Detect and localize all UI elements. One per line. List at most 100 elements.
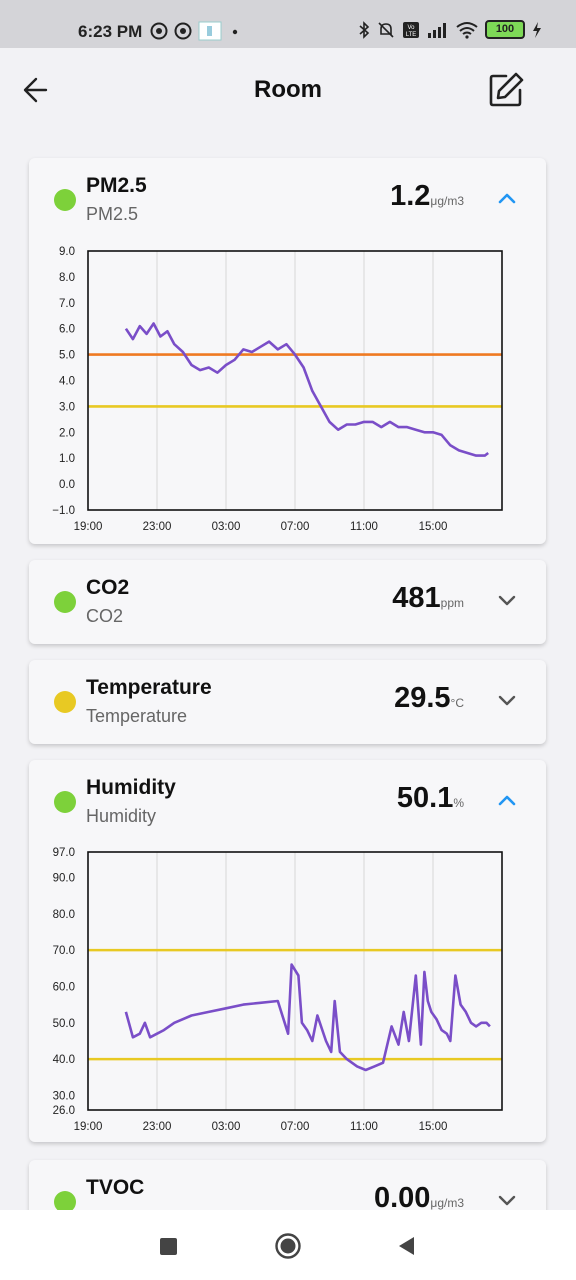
x-tick-label: 19:00 (74, 521, 103, 533)
x-tick-label: 23:00 (143, 521, 172, 533)
y-tick-label: 2.0 (59, 427, 75, 439)
y-tick-label: 50.0 (53, 1018, 75, 1030)
x-tick-label: 15:00 (419, 1121, 448, 1133)
notification-icon (150, 22, 168, 40)
y-tick-label: 0.0 (59, 479, 75, 491)
sensor-subtitle: Temperature (86, 706, 188, 726)
battery-icon: 100 (485, 20, 525, 39)
sensor-name: Humidity (86, 776, 176, 799)
sensor-value: 1.2μg/m3 (390, 180, 464, 213)
sensor-value-number: 481 (392, 582, 441, 614)
sensor-value-unit: °C (450, 696, 464, 710)
sensor-value-number: 1.2 (390, 180, 431, 212)
humidity-chart: 97.0 90.0 80.0 70.0 60.0 50.0 40.0 30.0 26.0 19:0… (53, 847, 503, 1133)
app-bar: Room (0, 48, 576, 132)
status-time: 6:23 PM (78, 22, 143, 41)
y-tick-label: 30.0 (53, 1090, 75, 1102)
x-tick-label: 19:00 (74, 1121, 103, 1133)
sensor-card-header[interactable]: PM2.5 PM2.5 1.2μg/m3 (29, 158, 546, 242)
y-tick-label: 70.0 (53, 945, 75, 957)
home-icon[interactable] (275, 1233, 301, 1259)
y-tick-label: 4.0 (59, 376, 75, 388)
sensor-subtitle: CO2 (86, 606, 124, 626)
y-tick-label: 6.0 (59, 324, 75, 336)
sensor-card-header[interactable]: CO2 CO2 481ppm (29, 560, 546, 644)
y-tick-label: 1.0 (59, 453, 75, 465)
y-tick-label: 60.0 (53, 981, 75, 993)
status-notification-icons (150, 21, 242, 41)
y-tick-label: 7.0 (59, 298, 75, 310)
back-arrow-icon[interactable] (20, 72, 60, 108)
sensor-value-unit: % (453, 796, 464, 810)
sensor-card-co2: CO2 CO2 481ppm (29, 560, 546, 644)
sensor-card-header[interactable]: Humidity Humidity 50.1% (29, 760, 546, 844)
status-dot (54, 189, 76, 211)
status-bar: 6:23 PM Vo LTE 100 (0, 0, 576, 48)
wifi-icon (456, 21, 478, 39)
status-dot (54, 791, 76, 813)
chevron-down-icon[interactable] (498, 1194, 516, 1206)
y-tick-label: 90.0 (53, 872, 75, 884)
y-tick-label: 97.0 (53, 847, 75, 859)
sensor-card-pm25: PM2.5 PM2.5 1.2μg/m3 9.0 8.0 7.0 6.0 5.0 4.0 3… (29, 158, 546, 544)
sensor-value: 29.5°C (394, 682, 464, 715)
sensor-name: Temperature (86, 676, 212, 699)
sensor-value: 481ppm (392, 582, 464, 615)
sensor-value-unit: μg/m3 (430, 194, 464, 208)
plot-frame (87, 250, 503, 511)
y-tick-label: 80.0 (53, 909, 75, 921)
sensor-value-unit: ppm (440, 596, 464, 610)
x-tick-label: 15:00 (419, 521, 448, 533)
chevron-up-icon[interactable] (498, 192, 516, 204)
sensor-name: PM2.5 (86, 174, 147, 197)
recents-icon[interactable] (160, 1238, 177, 1255)
sensor-card-header[interactable]: Temperature Temperature 29.5°C (29, 660, 546, 744)
status-dot (54, 591, 76, 613)
x-tick-label: 03:00 (212, 521, 241, 533)
y-tick-label: 40.0 (53, 1054, 75, 1066)
charging-icon (533, 21, 541, 38)
series-line (124, 322, 489, 457)
sensor-card-humidity: Humidity Humidity 50.1% 97.0 90.0 80.0 70.0… (29, 760, 546, 1142)
series-line (124, 963, 491, 1072)
sensor-name: TVOC (86, 1176, 145, 1199)
sensor-value-unit: μg/m3 (430, 1196, 464, 1210)
chevron-up-icon[interactable] (498, 794, 516, 806)
sensor-card-header[interactable]: TVOC 0.00μg/m3 (29, 1160, 546, 1244)
y-tick-label: −1.0 (52, 505, 75, 517)
status-system-icons: Vo LTE 100 (358, 20, 542, 39)
plot-frame (87, 851, 503, 1111)
chevron-down-icon[interactable] (498, 694, 516, 706)
page-title: Room (254, 76, 322, 103)
sensor-value: 50.1% (397, 782, 464, 815)
x-tick-label: 23:00 (143, 1121, 172, 1133)
x-tick-label: 03:00 (212, 1121, 241, 1133)
status-dot (54, 1191, 76, 1213)
status-dot (54, 691, 76, 713)
chevron-down-icon[interactable] (498, 594, 516, 606)
system-nav-bar (0, 1210, 576, 1280)
sensor-subtitle: Humidity (86, 806, 157, 826)
pm25-chart: 9.0 8.0 7.0 6.0 5.0 4.0 3.0 2.0 1.0 0.0 −1.0 19:00 2… (52, 246, 503, 533)
y-tick-label: 5.0 (59, 350, 75, 362)
y-tick-label: 9.0 (59, 246, 75, 258)
bluetooth-icon (359, 20, 370, 39)
app-thumbnail-icon (198, 21, 222, 41)
y-tick-label: 26.0 (53, 1105, 75, 1117)
svg-text:Vo: Vo (407, 25, 415, 31)
x-tick-label: 11:00 (350, 1121, 378, 1133)
sensor-value: 0.00μg/m3 (374, 1182, 464, 1215)
sensor-value-number: 0.00 (373, 1182, 431, 1214)
mute-icon (378, 21, 394, 38)
edit-icon[interactable] (486, 70, 526, 110)
back-triangle-icon[interactable] (396, 1235, 416, 1257)
y-tick-label: 3.0 (59, 401, 75, 413)
x-tick-label: 07:00 (281, 521, 310, 533)
sensor-value-number: 50.1 (396, 782, 454, 814)
svg-text:LTE: LTE (406, 32, 417, 38)
notification-icon (174, 22, 192, 40)
x-tick-label: 11:00 (350, 521, 378, 533)
signal-icon (428, 22, 446, 38)
sensor-value-number: 29.5 (394, 682, 451, 714)
